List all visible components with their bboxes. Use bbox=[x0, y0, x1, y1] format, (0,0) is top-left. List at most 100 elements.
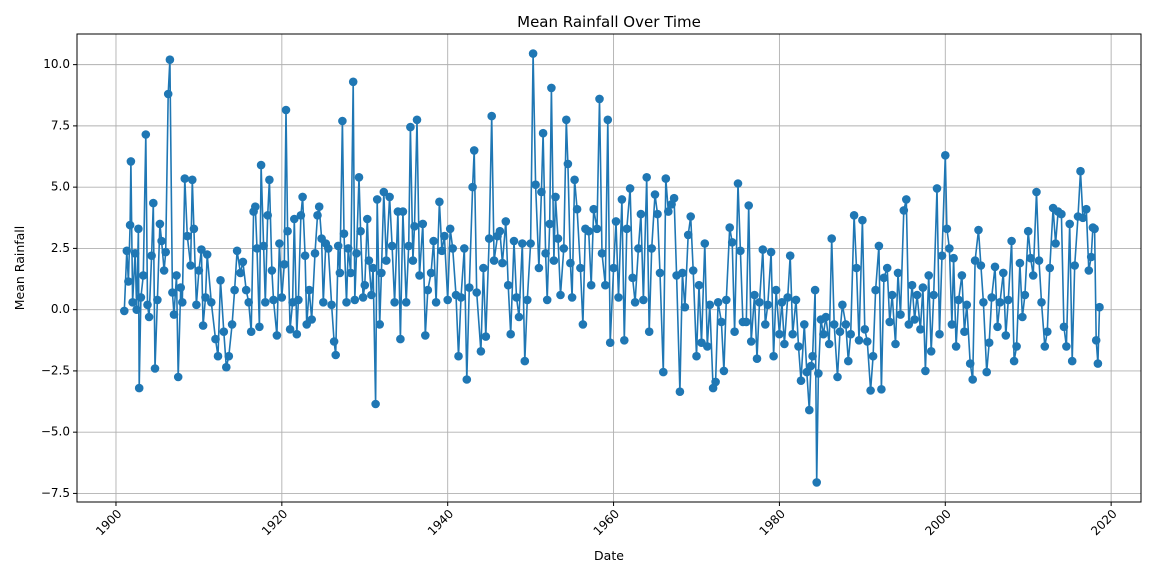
data-point bbox=[313, 211, 322, 220]
data-point bbox=[339, 229, 349, 238]
data-point bbox=[327, 300, 336, 310]
data-point bbox=[222, 362, 231, 372]
data-point bbox=[937, 251, 947, 260]
data-point bbox=[130, 249, 140, 258]
data-point bbox=[788, 329, 797, 339]
data-point bbox=[448, 244, 458, 253]
data-point bbox=[1062, 342, 1071, 351]
data-point bbox=[194, 266, 204, 275]
data-point bbox=[824, 339, 834, 349]
data-point bbox=[1009, 356, 1019, 366]
data-point bbox=[487, 111, 497, 121]
data-point bbox=[506, 329, 515, 339]
data-point bbox=[173, 372, 183, 382]
data-point bbox=[512, 293, 521, 302]
data-point bbox=[630, 298, 640, 307]
data-point bbox=[771, 285, 781, 295]
data-point bbox=[935, 329, 944, 339]
data-point bbox=[846, 329, 855, 339]
data-point bbox=[553, 234, 563, 243]
data-point bbox=[603, 115, 613, 125]
data-point bbox=[686, 212, 695, 221]
data-point bbox=[1037, 298, 1046, 307]
data-point bbox=[755, 298, 764, 307]
data-point bbox=[605, 338, 615, 348]
data-point bbox=[390, 298, 399, 307]
data-point bbox=[1093, 359, 1103, 368]
data-point bbox=[551, 192, 560, 202]
data-point bbox=[783, 293, 792, 302]
data-point bbox=[982, 367, 991, 377]
data-point bbox=[410, 222, 419, 231]
data-point bbox=[866, 386, 875, 395]
data-point bbox=[216, 276, 225, 285]
data-point bbox=[219, 327, 229, 337]
data-point bbox=[319, 298, 328, 307]
data-point bbox=[887, 290, 897, 300]
data-point bbox=[680, 302, 690, 312]
data-point bbox=[285, 325, 295, 334]
x-tick-label: 2000 bbox=[922, 507, 953, 538]
data-point bbox=[683, 230, 693, 240]
data-point bbox=[281, 105, 291, 115]
data-point bbox=[942, 224, 952, 234]
data-point bbox=[531, 180, 540, 189]
data-point bbox=[957, 271, 967, 280]
data-point bbox=[1070, 261, 1079, 270]
data-point bbox=[232, 246, 242, 256]
x-tick-label: 1980 bbox=[757, 507, 788, 538]
data-point bbox=[377, 268, 386, 278]
data-point bbox=[576, 263, 585, 273]
y-tick-label: 2.5 bbox=[51, 241, 70, 255]
data-point bbox=[891, 339, 900, 349]
data-point bbox=[542, 295, 552, 305]
data-point bbox=[812, 478, 821, 487]
data-point bbox=[300, 251, 310, 260]
data-point bbox=[639, 295, 648, 305]
data-point bbox=[962, 300, 972, 310]
data-point bbox=[1057, 209, 1066, 219]
data-point bbox=[589, 204, 598, 214]
data-point bbox=[136, 293, 146, 302]
data-point bbox=[348, 77, 358, 87]
data-point bbox=[926, 347, 936, 356]
data-point bbox=[269, 295, 278, 305]
data-point bbox=[1023, 226, 1033, 236]
y-tick-label: 7.5 bbox=[51, 118, 70, 132]
data-point bbox=[541, 249, 550, 258]
data-point bbox=[1091, 336, 1101, 345]
data-point bbox=[725, 223, 734, 232]
data-point bbox=[916, 325, 925, 334]
data-point bbox=[178, 298, 187, 307]
data-point bbox=[746, 337, 756, 346]
data-point bbox=[838, 300, 847, 310]
data-point bbox=[947, 320, 957, 329]
data-point bbox=[437, 246, 447, 256]
data-point bbox=[526, 239, 535, 248]
data-point bbox=[265, 175, 274, 185]
data-point bbox=[642, 173, 651, 182]
data-point bbox=[144, 312, 154, 322]
data-point bbox=[995, 298, 1005, 307]
data-point bbox=[794, 342, 803, 351]
data-point bbox=[150, 364, 160, 373]
data-point bbox=[241, 285, 251, 295]
y-tick-label: −7.5 bbox=[41, 486, 70, 500]
data-point bbox=[423, 285, 433, 295]
data-point bbox=[1084, 266, 1094, 275]
data-point bbox=[443, 295, 453, 305]
data-point bbox=[777, 298, 787, 307]
data-point bbox=[518, 239, 527, 248]
data-point bbox=[625, 184, 635, 193]
data-point bbox=[556, 290, 565, 300]
data-point bbox=[1001, 331, 1011, 340]
data-point bbox=[472, 288, 482, 297]
data-point bbox=[829, 320, 839, 329]
data-point bbox=[752, 354, 762, 364]
data-point bbox=[562, 115, 571, 125]
data-point bbox=[1059, 322, 1069, 332]
data-point bbox=[849, 211, 859, 220]
data-point bbox=[406, 122, 415, 132]
data-point bbox=[601, 280, 610, 290]
data-point bbox=[559, 244, 569, 253]
